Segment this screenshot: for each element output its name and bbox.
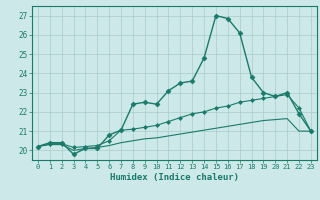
X-axis label: Humidex (Indice chaleur): Humidex (Indice chaleur) bbox=[110, 173, 239, 182]
